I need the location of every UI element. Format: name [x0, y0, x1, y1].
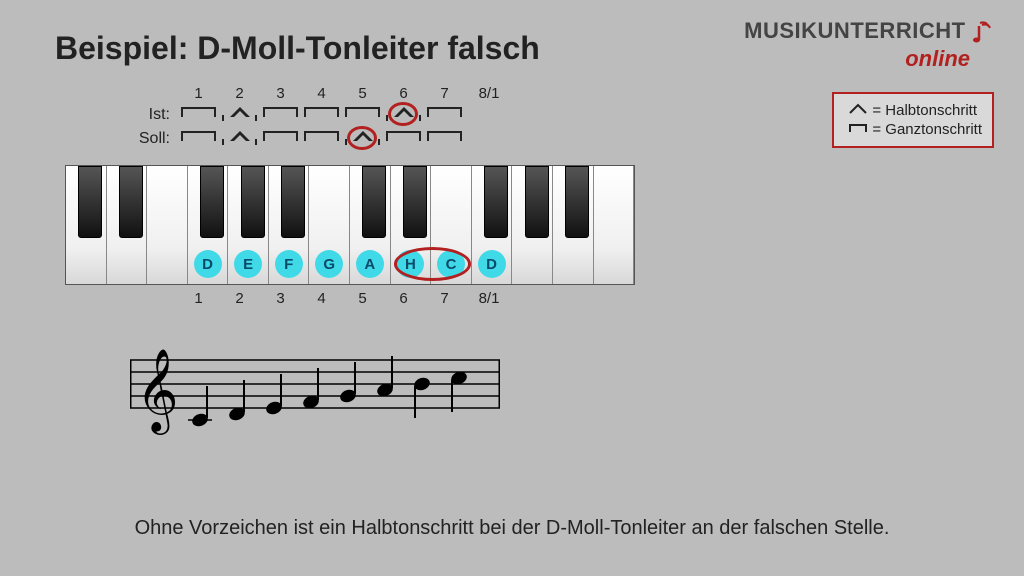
- music-staff: 𝄞: [130, 330, 530, 465]
- black-key: [484, 166, 508, 238]
- step-number: 4: [301, 85, 342, 102]
- step-diagram: 12345678/1 Ist: Soll:: [120, 85, 513, 150]
- whole-step-bracket: [424, 131, 465, 147]
- step-numbers-top: 12345678/1: [178, 85, 513, 102]
- step-number: 2: [219, 290, 260, 307]
- note-label: H: [396, 250, 424, 278]
- half-step-bracket: [219, 107, 260, 123]
- whole-step-bracket: [342, 107, 383, 123]
- step-number: 3: [260, 290, 301, 307]
- half-step-bracket: [342, 131, 383, 147]
- step-number: 7: [424, 85, 465, 102]
- piano-keyboard: DEFGAHCD: [65, 165, 635, 285]
- whole-step-bracket: [301, 107, 342, 123]
- white-key: G: [309, 166, 350, 284]
- legend-whole-label: = Ganztonschritt: [872, 121, 982, 138]
- whole-step-icon: [844, 121, 872, 138]
- black-key: [565, 166, 589, 238]
- whole-step-bracket: [260, 107, 301, 123]
- black-key: [525, 166, 549, 238]
- ist-label: Ist:: [120, 106, 178, 124]
- caption-text: Ohne Vorzeichen ist ein Halbtonschritt b…: [0, 517, 1024, 540]
- step-number: 8/1: [465, 290, 513, 307]
- step-number: 2: [219, 85, 260, 102]
- black-key: [241, 166, 265, 238]
- step-number: 3: [260, 85, 301, 102]
- half-step-bracket: [219, 131, 260, 147]
- note-label: E: [234, 250, 262, 278]
- step-number: 1: [178, 290, 219, 307]
- svg-text:𝄞: 𝄞: [136, 349, 179, 435]
- step-number: 5: [342, 85, 383, 102]
- step-row-ist: Ist:: [120, 104, 513, 126]
- black-key: [78, 166, 102, 238]
- step-number: 1: [178, 85, 219, 102]
- step-number: 5: [342, 290, 383, 307]
- whole-step-bracket: [301, 131, 342, 147]
- black-key: [119, 166, 143, 238]
- step-number: 8/1: [465, 85, 513, 102]
- page-title: Beispiel: D-Moll-Tonleiter falsch: [55, 30, 540, 67]
- whole-step-bracket: [178, 131, 219, 147]
- white-key: [147, 166, 188, 284]
- black-key: [200, 166, 224, 238]
- legend-half-label: = Halbtonschritt: [872, 102, 977, 119]
- logo: MUSIKUNTERRICHT online: [744, 20, 994, 70]
- black-key: [281, 166, 305, 238]
- half-step-bracket: [383, 107, 424, 123]
- step-number: 6: [383, 290, 424, 307]
- white-key: [594, 166, 635, 284]
- logo-text-bottom: online: [744, 48, 994, 70]
- note-label: G: [315, 250, 343, 278]
- logo-note-icon: [972, 20, 994, 50]
- step-row-soll: Soll:: [120, 128, 513, 150]
- whole-step-bracket: [178, 107, 219, 123]
- logo-text-top: MUSIKUNTERRICHT: [744, 20, 965, 42]
- legend-box: = Halbtonschritt = Ganztonschritt: [832, 92, 994, 148]
- step-number: 7: [424, 290, 465, 307]
- note-label: C: [437, 250, 465, 278]
- note-label: A: [356, 250, 384, 278]
- white-key: C: [431, 166, 472, 284]
- whole-step-bracket: [260, 131, 301, 147]
- step-number: 4: [301, 290, 342, 307]
- whole-step-bracket: [383, 131, 424, 147]
- note-label: D: [194, 250, 222, 278]
- note-label: D: [478, 250, 506, 278]
- step-numbers-bottom: 12345678/1: [178, 290, 513, 307]
- step-number: 6: [383, 85, 424, 102]
- note-label: F: [275, 250, 303, 278]
- soll-label: Soll:: [120, 130, 178, 148]
- black-key: [362, 166, 386, 238]
- step-numbers-bottom-wrap: 12345678/1: [120, 290, 513, 307]
- half-step-icon: [844, 102, 872, 119]
- black-key: [403, 166, 427, 238]
- whole-step-bracket: [424, 107, 465, 123]
